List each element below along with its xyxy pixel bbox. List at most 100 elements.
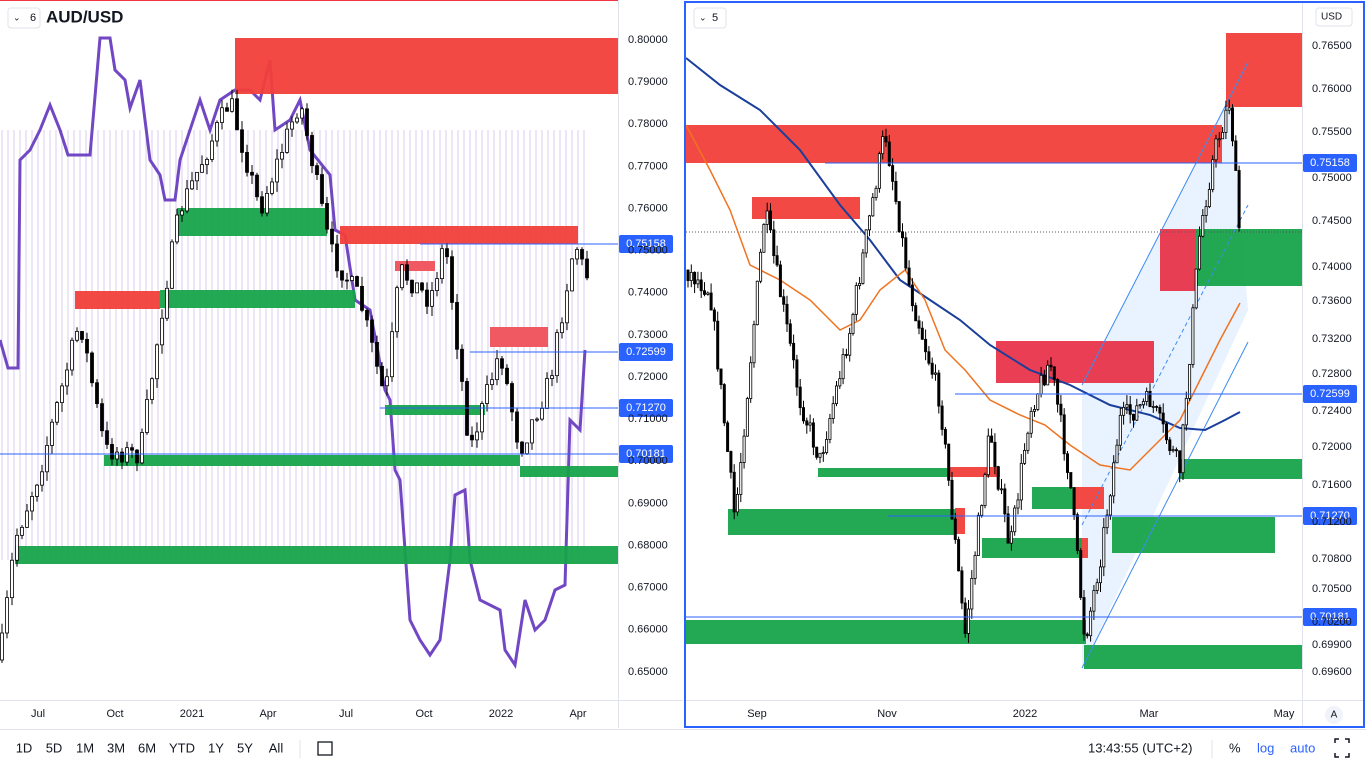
candle-body — [540, 408, 544, 420]
candle-body — [914, 305, 918, 322]
candle-body — [1211, 159, 1215, 190]
scale-mode-button[interactable] — [1325, 706, 1343, 724]
zone — [75, 291, 160, 309]
candle-body — [380, 365, 384, 387]
candle-body — [792, 342, 796, 361]
candle-body — [280, 152, 284, 160]
chevron: ⌄ — [13, 12, 21, 22]
price-tag — [619, 445, 673, 463]
price-tag-label: 0.72599 — [1310, 388, 1350, 400]
ma-fast — [685, 124, 1241, 471]
candle-body — [210, 140, 214, 160]
candle-body — [1155, 406, 1159, 408]
candle-body — [1029, 410, 1033, 434]
chevron: ⌄ — [699, 12, 707, 22]
candle-body — [535, 418, 539, 421]
candle-body — [821, 452, 825, 454]
range-button[interactable]: 1D — [16, 740, 33, 755]
currency-label[interactable]: USD — [1321, 12, 1342, 23]
candle-body — [360, 285, 364, 311]
candle-body — [960, 570, 964, 604]
log-button[interactable]: log — [1257, 740, 1274, 755]
range-button[interactable]: All — [269, 740, 284, 755]
range-button[interactable]: 1Y — [208, 740, 224, 755]
candle-body — [891, 165, 895, 182]
price-tag-label: 0.70181 — [1310, 611, 1350, 623]
candle-body — [190, 180, 194, 190]
candle-body — [65, 369, 69, 387]
zone — [1160, 229, 1196, 291]
candle-body — [45, 445, 49, 473]
candle-body — [818, 452, 822, 458]
candle-body — [805, 420, 809, 426]
candle-body — [1231, 107, 1235, 142]
candle-body — [40, 471, 44, 486]
price-axis-label: 0.74500 — [1312, 215, 1352, 227]
candle-body — [838, 378, 842, 387]
candle-body — [365, 309, 369, 321]
candle-body — [825, 439, 829, 453]
candle-body — [742, 435, 746, 463]
candle-body — [732, 471, 736, 513]
percent-button[interactable]: % — [1229, 740, 1241, 755]
price-axis-label: 0.71000 — [628, 413, 668, 425]
candle-body — [1234, 140, 1238, 171]
price-axis-label: 0.79000 — [628, 76, 668, 88]
interval-button[interactable] — [7, 7, 41, 29]
price-axis-label: 0.72400 — [1312, 405, 1352, 417]
candle-body — [15, 534, 19, 561]
range-button[interactable]: 5D — [46, 740, 63, 755]
candle-body — [1069, 472, 1073, 489]
price-tag — [1303, 385, 1357, 403]
candle-body — [693, 271, 697, 285]
range-button[interactable]: 3M — [107, 740, 125, 755]
range-button[interactable]: YTD — [169, 740, 195, 755]
candle-body — [10, 559, 14, 599]
date-range-icon[interactable] — [317, 741, 333, 756]
candle-body — [1115, 444, 1119, 464]
interval-label[interactable]: 6 — [30, 12, 36, 24]
candle-body — [85, 338, 89, 354]
candle-body — [1102, 527, 1106, 568]
range-button[interactable]: 5Y — [237, 740, 253, 755]
candle-body — [897, 201, 901, 233]
price-axis-label: 0.74000 — [1312, 261, 1352, 273]
candle-body — [480, 403, 484, 433]
candle-body — [1237, 170, 1241, 229]
candle-body — [970, 578, 974, 610]
scale-mode-label[interactable]: A — [1331, 710, 1338, 721]
candle-body — [105, 430, 109, 445]
candle-body — [180, 210, 184, 216]
candle-body — [5, 597, 9, 634]
range-button[interactable]: 6M — [138, 740, 156, 755]
candle-body — [165, 287, 169, 319]
candle-body — [769, 210, 773, 231]
candle-body — [1132, 413, 1136, 421]
currency-button[interactable] — [1315, 7, 1353, 27]
price-axis-label: 0.78000 — [628, 118, 668, 130]
candle-body — [50, 421, 54, 446]
candle-body — [686, 269, 690, 281]
interval-label[interactable]: 5 — [712, 12, 718, 24]
price-axis-label: 0.72000 — [1312, 441, 1352, 453]
auto-button[interactable]: auto — [1290, 740, 1315, 755]
candle-body — [525, 442, 529, 455]
time-axis-label: May — [1274, 708, 1295, 720]
price-axis-label: 0.70200 — [1312, 616, 1352, 628]
zone — [996, 341, 1154, 383]
interval-button[interactable] — [693, 7, 727, 29]
candle-body — [1158, 406, 1162, 414]
range-button[interactable]: 1M — [76, 740, 94, 755]
candle-body — [265, 193, 269, 214]
candle-body — [1188, 364, 1192, 399]
active-pane-border — [684, 1, 1365, 728]
price-axis-label: 0.75000 — [1312, 172, 1352, 184]
candle-body — [415, 282, 419, 294]
candle-body — [155, 344, 159, 380]
candle-body — [140, 432, 144, 464]
zone — [385, 405, 485, 415]
fullscreen-icon[interactable] — [1334, 738, 1350, 758]
price-axis-label: 0.70800 — [1312, 553, 1352, 565]
candle-body — [696, 279, 700, 285]
